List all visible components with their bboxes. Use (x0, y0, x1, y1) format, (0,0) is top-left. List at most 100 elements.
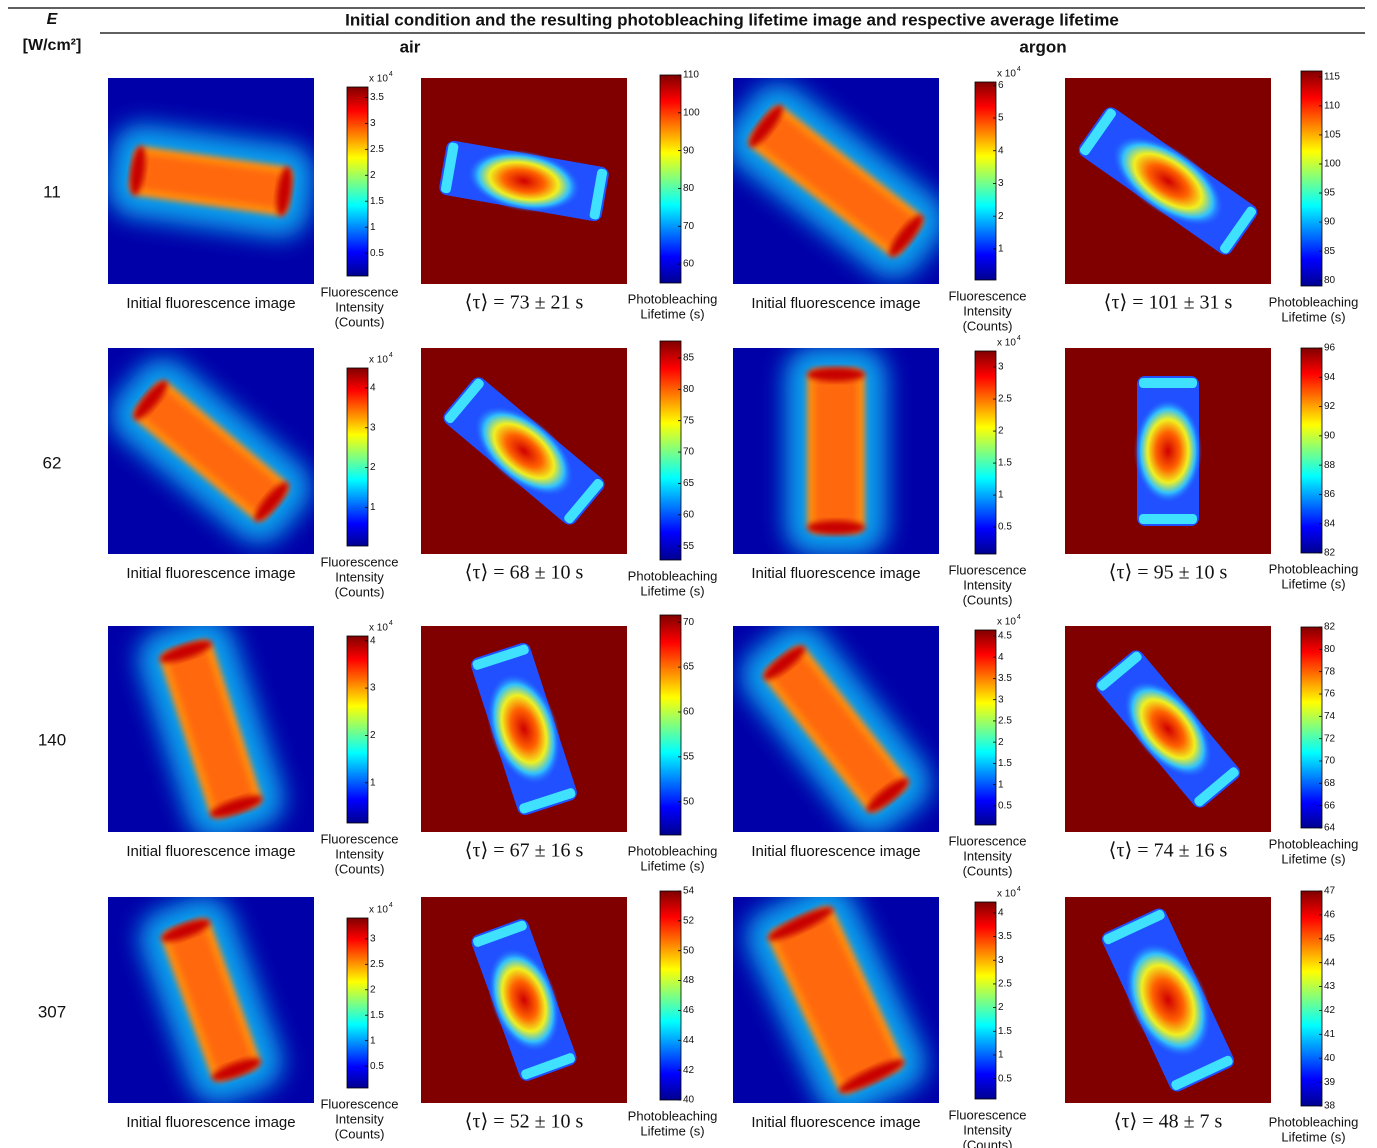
colorbar-tick-label: 3.5 (370, 92, 384, 103)
colorbar-label: Photobleaching (1269, 1114, 1359, 1129)
colorbar-label: Intensity (963, 577, 1012, 592)
colorbar-tick-label: 3 (370, 118, 376, 129)
rod-core (1124, 942, 1212, 1058)
colorbar-tick-label: 40 (1324, 1053, 1336, 1064)
rod-core (486, 673, 562, 785)
colorbar-label: Photobleaching (1269, 294, 1359, 309)
colorbar-exponent: 4 (1017, 886, 1021, 893)
colorbar-tick-label: 42 (683, 1065, 695, 1076)
colorbar-tick-label: 3 (370, 422, 376, 433)
e-symbol: E (47, 11, 59, 28)
colorbar-tick-label: 1 (370, 1035, 376, 1046)
colorbar-tick-label: 2 (998, 211, 1004, 222)
colorbar-label: Photobleaching (628, 568, 718, 583)
colorbar-tick-label: 38 (1324, 1101, 1336, 1112)
rod-end (1171, 1055, 1233, 1091)
colorbar (1300, 347, 1323, 554)
panel-caption: Initial fluorescence image (126, 565, 295, 582)
colorbar-tick-label: 42 (1324, 1005, 1336, 1016)
colorbar-label: Intensity (963, 1122, 1012, 1137)
rod-end (589, 168, 608, 220)
e-value: 11 (43, 182, 61, 201)
rod-core (487, 947, 561, 1053)
panel-image (733, 348, 939, 554)
colorbar-tick-label: 60 (683, 259, 695, 270)
colorbar-label: Lifetime (s) (1281, 851, 1345, 866)
colorbar-tick-label: 70 (1324, 756, 1336, 767)
e-unit: [W/cm²] (23, 37, 82, 54)
panel-caption: Initial fluorescence image (751, 295, 920, 312)
colorbar-tick-label: 105 (1324, 130, 1341, 141)
colorbar (346, 917, 369, 1089)
colorbar-tick-label: 72 (1324, 733, 1336, 744)
colorbar (974, 901, 997, 1100)
rod-core (760, 116, 912, 246)
colorbar-label: Photobleaching (1269, 836, 1359, 851)
panel-image (733, 78, 939, 284)
colorbar-label: Intensity (335, 299, 384, 314)
colorbar-exponent: 4 (389, 71, 393, 78)
colorbar (659, 614, 682, 836)
panel-caption: ⟨τ⟩ = 52 ± 10 s (465, 1111, 584, 1133)
rod-end (807, 520, 865, 535)
colorbar-label: (Counts) (335, 861, 385, 876)
group-label: argon (1019, 37, 1066, 56)
rod-end (763, 645, 806, 680)
colorbar-tick-label: 65 (683, 478, 695, 489)
e-value: 307 (38, 1002, 66, 1021)
colorbar-tick-label: 70 (683, 447, 695, 458)
colorbar-label: Intensity (963, 303, 1012, 318)
colorbar-tick-label: 1 (370, 502, 376, 513)
rod-end (748, 105, 783, 148)
colorbar-tick-label: 1.5 (998, 458, 1012, 469)
panel-image (421, 626, 627, 832)
rod-end (254, 482, 289, 522)
panel-caption: ⟨τ⟩ = 101 ± 31 s (1104, 292, 1233, 314)
colorbar-tick-label: 48 (683, 975, 695, 986)
colorbar-multiplier: x 10 (997, 889, 1016, 900)
colorbar-label: Lifetime (s) (1281, 576, 1345, 591)
colorbar (659, 340, 682, 561)
colorbar-tick-label: 43 (1324, 981, 1336, 992)
rod-end (521, 1053, 576, 1080)
colorbar-tick-label: 1 (998, 779, 1004, 790)
colorbar-tick-label: 4 (998, 652, 1004, 663)
colorbar-tick-label: 2 (998, 426, 1004, 437)
colorbar-tick-label: 85 (683, 353, 695, 364)
colorbar-tick-label: 86 (1324, 489, 1336, 500)
colorbar-tick-label: 70 (683, 617, 695, 628)
colorbar-label: Photobleaching (1269, 561, 1359, 576)
colorbar (1300, 890, 1323, 1107)
colorbar-tick-label: 5 (998, 113, 1004, 124)
rod-end (444, 378, 484, 424)
colorbar-tick-label: 45 (1324, 933, 1336, 944)
rod-core (774, 657, 898, 801)
rod-end (767, 907, 834, 941)
colorbar-tick-label: 1 (998, 490, 1004, 501)
colorbar-tick-label: 2 (370, 170, 376, 181)
colorbar-tick-label: 115 (1324, 71, 1340, 82)
rod-core (171, 929, 251, 1071)
colorbar-tick-label: 2 (370, 730, 376, 741)
colorbar-label: Photobleaching (628, 291, 718, 306)
colorbar-tick-label: 80 (683, 183, 695, 194)
rod-end (209, 795, 263, 818)
colorbar-tick-label: 50 (683, 796, 695, 807)
rod-end (159, 640, 213, 663)
colorbar-tick-label: 4 (998, 908, 1004, 919)
rod-end (133, 380, 168, 420)
colorbar-tick-label: 55 (683, 541, 695, 552)
panel-image (108, 78, 314, 284)
colorbar-tick-label: 2.5 (998, 716, 1012, 727)
colorbar (659, 890, 682, 1101)
colorbar-tick-label: 2 (998, 1002, 1004, 1013)
colorbar-tick-label: 2 (370, 462, 376, 473)
colorbar-label: Intensity (335, 569, 384, 584)
colorbar-tick-label: 74 (1324, 711, 1336, 722)
panel-image (421, 348, 627, 554)
colorbar-tick-label: 1 (998, 1050, 1004, 1061)
colorbar-tick-label: 75 (683, 415, 695, 426)
panel-image (421, 897, 627, 1103)
rod-end (1139, 378, 1197, 388)
colorbar-tick-label: 50 (683, 945, 695, 956)
